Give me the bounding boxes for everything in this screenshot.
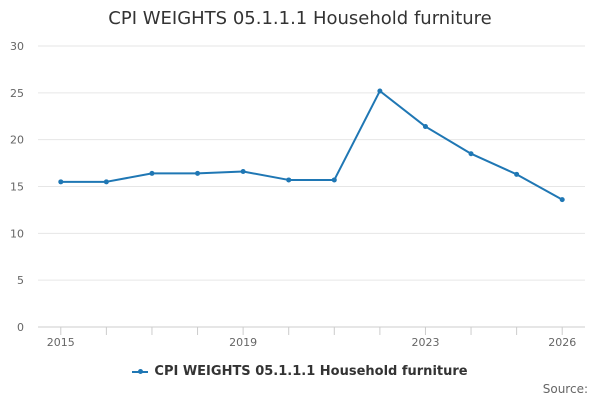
series-line[interactable] bbox=[60, 89, 563, 201]
data-point[interactable] bbox=[422, 124, 428, 130]
x-tick-label: 2023 bbox=[411, 336, 439, 349]
gridlines bbox=[38, 45, 585, 281]
data-point[interactable] bbox=[559, 197, 565, 203]
x-tick-label: 2026 bbox=[548, 336, 576, 349]
y-axis: 0 5 10 15 20 25 30 bbox=[10, 40, 24, 334]
data-point[interactable] bbox=[468, 151, 474, 157]
x-tick-label: 2019 bbox=[229, 336, 257, 349]
chart-title: CPI WEIGHTS 05.1.1.1 Household furniture bbox=[108, 8, 492, 29]
source-label[interactable]: Source: bbox=[542, 382, 588, 396]
legend[interactable]: CPI WEIGHTS 05.1.1.1 Household furniture bbox=[0, 364, 600, 381]
y-tick-label: 15 bbox=[10, 181, 24, 194]
x-axis: 2015 2019 2023 2026 bbox=[38, 326, 585, 349]
y-tick-label: 5 bbox=[17, 274, 24, 287]
data-point[interactable] bbox=[286, 177, 292, 183]
data-point[interactable] bbox=[149, 170, 155, 176]
y-tick-label: 0 bbox=[17, 321, 24, 334]
x-tick-label: 2015 bbox=[47, 336, 75, 349]
legend-swatch-icon bbox=[132, 367, 149, 377]
data-point[interactable] bbox=[514, 171, 520, 177]
data-point[interactable] bbox=[195, 170, 201, 176]
data-point[interactable] bbox=[103, 179, 109, 185]
data-point[interactable] bbox=[331, 177, 337, 183]
data-point[interactable] bbox=[240, 169, 246, 175]
y-tick-label: 10 bbox=[10, 227, 24, 240]
legend-label: CPI WEIGHTS 05.1.1.1 Household furniture bbox=[154, 364, 468, 379]
data-point[interactable] bbox=[58, 179, 64, 185]
legend-item[interactable]: CPI WEIGHTS 05.1.1.1 Household furniture bbox=[132, 364, 468, 379]
y-tick-label: 25 bbox=[10, 87, 24, 100]
data-point[interactable] bbox=[377, 88, 383, 94]
series-layer[interactable] bbox=[58, 88, 565, 203]
y-tick-label: 20 bbox=[10, 134, 24, 147]
y-tick-label: 30 bbox=[10, 40, 24, 53]
